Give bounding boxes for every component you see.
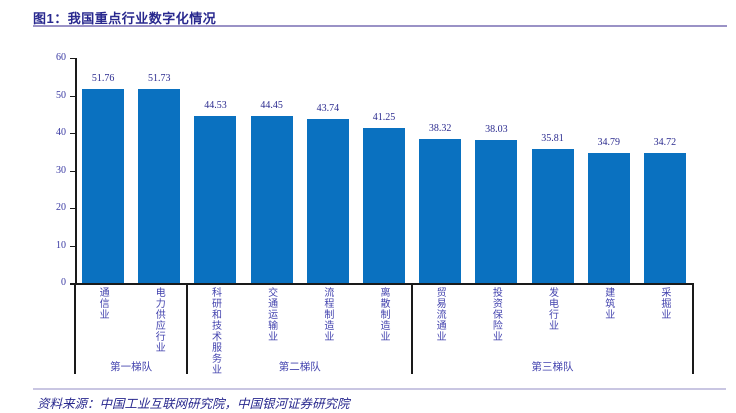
tier-label: 第一梯队 <box>110 361 153 373</box>
bar-value-label: 51.76 <box>91 72 115 84</box>
bar <box>194 116 237 283</box>
bar-category-label: 流程制造业 <box>321 287 333 342</box>
tier-separator <box>692 283 694 374</box>
y-tick <box>70 170 75 172</box>
y-axis-line <box>75 58 77 283</box>
tier-label: 第三梯队 <box>531 361 574 373</box>
tier-separator <box>186 283 189 374</box>
tier-label: 第二梯队 <box>278 361 321 373</box>
y-tick-label: 0 <box>61 277 66 288</box>
bar-category-label: 采掘业 <box>658 287 670 320</box>
y-tick-label: 30 <box>56 164 66 176</box>
bar <box>250 116 293 283</box>
y-tick-label: 40 <box>56 127 66 138</box>
y-tick-label: 50 <box>56 89 66 101</box>
figure-title: 图1：我国重点行业数字化情况 <box>33 11 217 26</box>
bar-category-label: 建筑业 <box>602 287 614 320</box>
bar <box>82 88 125 283</box>
bar <box>419 139 462 283</box>
bar-value-label: 41.25 <box>372 112 396 124</box>
bar-category-label: 贸易流通业 <box>434 287 446 342</box>
bar-value-label: 51.73 <box>148 73 171 84</box>
bar <box>306 118 349 283</box>
bar-value-label: 35.81 <box>541 132 564 144</box>
bar-value-label: 34.72 <box>653 136 677 148</box>
bar <box>138 89 181 283</box>
bar-value-label: 43.74 <box>316 102 340 114</box>
bar <box>587 152 630 283</box>
x-axis-line <box>70 283 693 285</box>
bar-category-label: 离散制造业 <box>378 287 389 342</box>
title-divider <box>33 25 727 27</box>
source-divider <box>33 388 726 390</box>
source-note: 资料来源：中国工业互联网研究院，中国银河证券研究院 <box>37 397 350 411</box>
bar-category-label: 发电行业 <box>546 287 558 331</box>
y-tick <box>70 208 75 209</box>
bar <box>643 152 686 283</box>
y-tick <box>70 95 75 97</box>
bar <box>531 148 574 283</box>
bar <box>475 140 518 283</box>
bar-value-label: 38.03 <box>485 124 508 136</box>
bar-value-label: 34.79 <box>597 136 620 148</box>
bar-category-label: 科研和技术服务业 <box>209 287 221 375</box>
bar <box>363 128 405 283</box>
tier-separator <box>74 283 76 374</box>
bar-category-label: 电力供应行业 <box>153 287 165 353</box>
y-tick <box>70 133 75 134</box>
bar-category-label: 通信业 <box>97 287 109 320</box>
y-tick <box>70 245 75 247</box>
bar-category-label: 投资保险业 <box>490 287 502 342</box>
y-tick-label: 10 <box>56 239 66 251</box>
bar-value-label: 44.45 <box>260 100 283 112</box>
y-tick <box>70 58 75 59</box>
bar-category-label: 交通运输业 <box>265 287 277 342</box>
bar-value-label: 44.53 <box>204 100 227 111</box>
y-tick-label: 20 <box>56 202 66 213</box>
y-tick-label: 60 <box>56 52 66 63</box>
tier-separator <box>411 283 414 374</box>
bar-value-label: 38.32 <box>428 123 452 135</box>
